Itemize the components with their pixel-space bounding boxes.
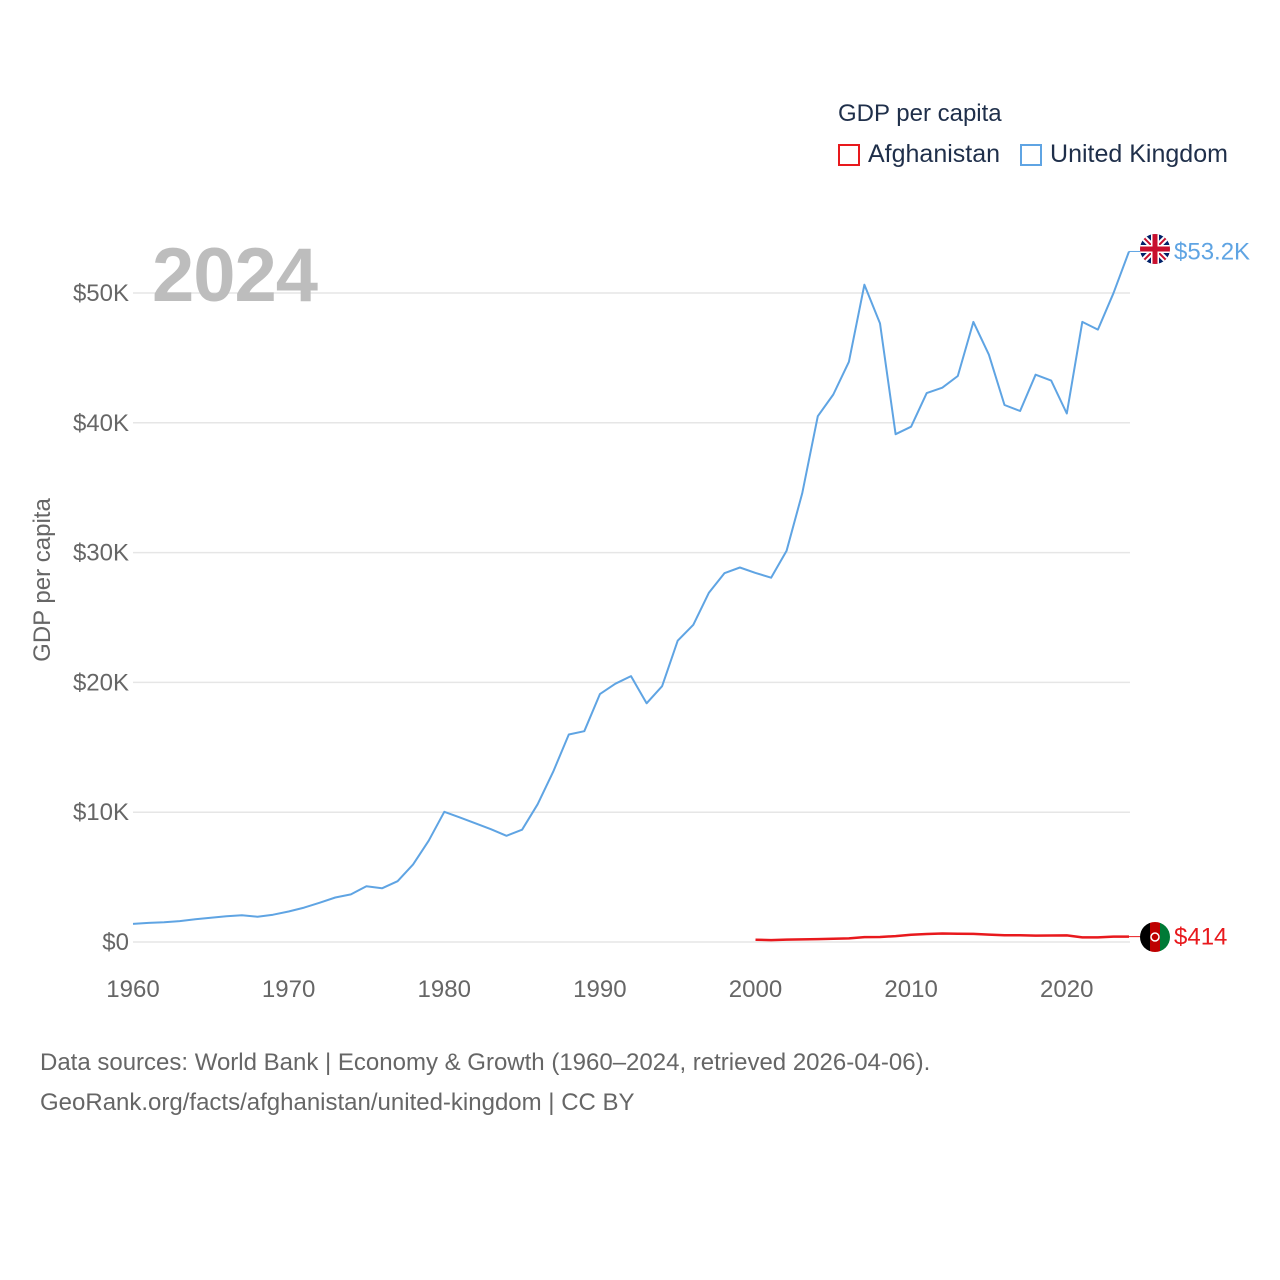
- gridlines: [133, 292, 1130, 943]
- legend-label-afghanistan: Afghanistan: [868, 140, 1001, 168]
- y-tick-label: $50K: [73, 280, 129, 307]
- series-line-united-kingdom: [132, 251, 1130, 925]
- series-end-markers: $53.2K $414: [1129, 234, 1250, 952]
- source-line-1: Data sources: World Bank | Economy & Gro…: [40, 1049, 931, 1076]
- data-source-footer: Data sources: World Bank | Economy & Gro…: [40, 1043, 930, 1123]
- legend-swatch-united-kingdom: [1020, 143, 1043, 166]
- series-line-afghanistan: [755, 932, 1129, 942]
- x-tick-label: 2000: [729, 976, 782, 1003]
- afghanistan-flag-icon: [1140, 922, 1170, 952]
- series-lines: [132, 251, 1130, 942]
- x-tick-label: 1980: [418, 976, 471, 1003]
- legend-swatch-afghanistan: [838, 143, 860, 166]
- uk-flag-icon: [1140, 234, 1170, 264]
- x-tick-label: 1960: [106, 976, 159, 1003]
- x-tick-label: 2020: [1040, 976, 1093, 1003]
- end-value-label-afghanistan: $414: [1174, 924, 1227, 951]
- y-tick-label: $10K: [73, 799, 129, 826]
- y-tick-label: $20K: [73, 669, 129, 696]
- y-tick-label: $0: [102, 929, 129, 956]
- legend-item-united-kingdom[interactable]: United Kingdom: [1020, 140, 1228, 169]
- x-tick-label: 1990: [573, 976, 626, 1003]
- y-axis-label: GDP per capita: [29, 498, 56, 662]
- legend-label-united-kingdom: United Kingdom: [1050, 140, 1228, 168]
- source-line-2[interactable]: GeoRank.org/facts/afghanistan/united-kin…: [40, 1089, 635, 1116]
- x-tick-labels: 1960 1970 1980 1990 2000 2010 2020: [106, 976, 1093, 1003]
- y-tick-label: $40K: [73, 410, 129, 437]
- x-tick-label: 1970: [262, 976, 315, 1003]
- y-tick-labels: $0 $10K $20K $30K $40K $50K: [73, 280, 129, 956]
- legend: GDP per capita Afghanistan United Kingdo…: [838, 100, 1248, 169]
- end-value-label-united-kingdom: $53.2K: [1174, 238, 1250, 265]
- year-label: 2024: [152, 233, 318, 318]
- x-tick-label: 2010: [884, 976, 937, 1003]
- legend-title: GDP per capita: [838, 100, 1002, 127]
- legend-item-afghanistan[interactable]: Afghanistan: [838, 140, 1000, 169]
- y-tick-label: $30K: [73, 540, 129, 567]
